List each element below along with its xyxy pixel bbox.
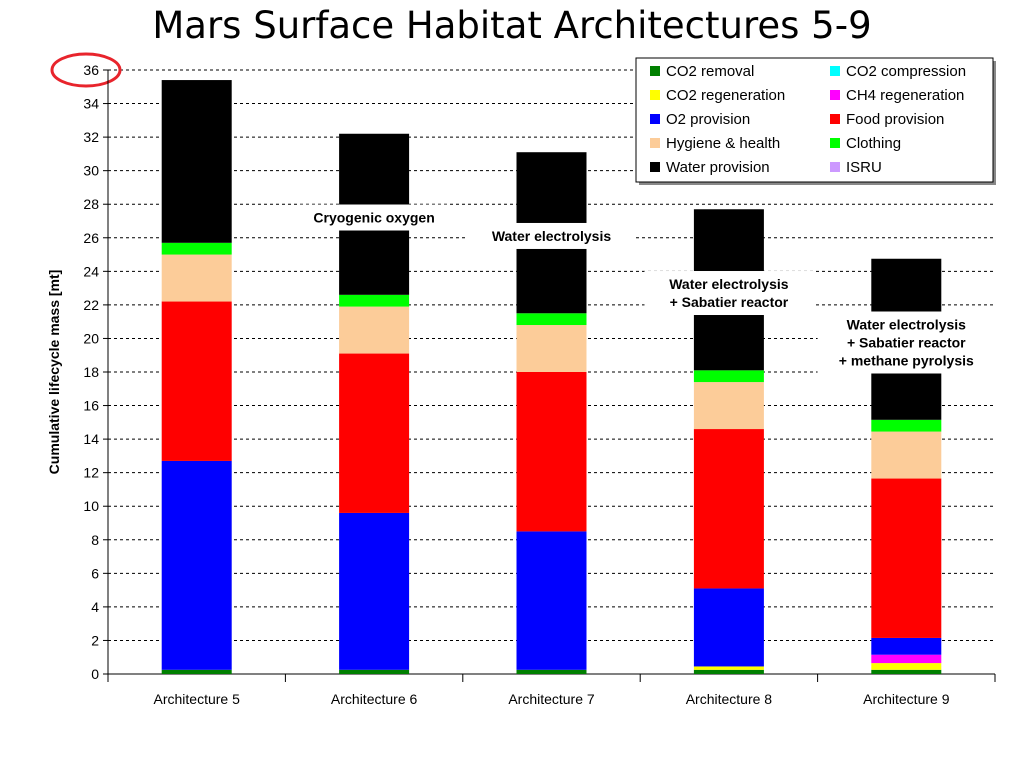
bar-segment bbox=[871, 637, 942, 655]
bar-segment bbox=[161, 669, 232, 674]
annotation-text: Water electrolysis bbox=[492, 228, 612, 244]
y-tick-label: 28 bbox=[83, 196, 99, 212]
y-tick-label: 34 bbox=[83, 96, 99, 112]
bar-segment bbox=[693, 588, 764, 667]
bar-segment bbox=[871, 663, 942, 670]
x-tick-label: Architecture 8 bbox=[686, 691, 773, 707]
y-tick-label: 20 bbox=[83, 330, 99, 346]
bar-segment bbox=[339, 669, 410, 674]
annotation-text: Cryogenic oxygen bbox=[313, 210, 434, 226]
bar-segment bbox=[871, 669, 942, 674]
annotation-box bbox=[298, 204, 450, 231]
y-tick-label: 22 bbox=[83, 297, 99, 313]
annotation-text: Water electrolysis bbox=[669, 276, 789, 292]
legend-label: Water provision bbox=[666, 159, 770, 176]
bar-segment bbox=[161, 80, 232, 243]
y-tick-label: 32 bbox=[83, 129, 99, 145]
legend-box bbox=[635, 57, 994, 183]
y-tick-label: 24 bbox=[83, 263, 99, 279]
legend-label: CH4 regeneration bbox=[846, 87, 964, 104]
y-tick-label: 0 bbox=[91, 666, 99, 682]
bar-segment bbox=[871, 431, 942, 479]
bar-segment bbox=[516, 372, 587, 532]
slide-title: Mars Surface Habitat Architectures 5-9 bbox=[152, 4, 872, 47]
axes: 024681012141618202224262830323436Cumulat… bbox=[46, 52, 996, 707]
bar-segment bbox=[161, 254, 232, 302]
bar-segment bbox=[516, 313, 587, 326]
y-tick-label: 30 bbox=[83, 163, 99, 179]
x-tick-label: Architecture 5 bbox=[154, 691, 241, 707]
y-tick-label: 36 bbox=[83, 62, 99, 78]
bar-segment bbox=[693, 429, 764, 589]
bar-segment bbox=[693, 666, 764, 670]
bar-segment bbox=[161, 460, 232, 670]
legend-label: ISRU bbox=[846, 159, 882, 176]
y-tick-label: 4 bbox=[91, 599, 99, 615]
legend-label: O2 provision bbox=[666, 111, 750, 128]
bar-segment bbox=[693, 370, 764, 383]
y-tick-label: 12 bbox=[83, 465, 99, 481]
bars bbox=[161, 80, 942, 674]
y-tick-label: 18 bbox=[83, 364, 99, 380]
y-tick-label: 16 bbox=[83, 398, 99, 414]
legend-label: CO2 regeneration bbox=[666, 87, 785, 104]
y-tick-label: 14 bbox=[83, 431, 99, 447]
bar-segment bbox=[161, 242, 232, 255]
legend-swatch bbox=[650, 162, 660, 172]
bar-segment bbox=[871, 478, 942, 638]
bar-segment bbox=[339, 294, 410, 307]
bar-segment bbox=[693, 382, 764, 430]
bar-segment bbox=[516, 669, 587, 674]
annotation-box bbox=[467, 222, 636, 249]
x-tick-label: Architecture 7 bbox=[508, 691, 595, 707]
legend-swatch bbox=[830, 114, 840, 124]
y-tick-label: 2 bbox=[91, 632, 99, 648]
legend-swatch bbox=[830, 162, 840, 172]
y-tick-label: 6 bbox=[91, 565, 99, 581]
x-tick-label: Architecture 9 bbox=[863, 691, 950, 707]
annotations: Cryogenic oxygen Water electrolysis Water … bbox=[298, 204, 995, 374]
legend-swatch bbox=[650, 114, 660, 124]
bar-segment bbox=[516, 531, 587, 670]
bar-segment bbox=[871, 419, 942, 432]
legend: CO2 removal CO2 compression CO2 regenerati… bbox=[635, 57, 996, 185]
annotation-text: Water electrolysis bbox=[847, 317, 967, 333]
highlight-circle bbox=[50, 52, 122, 88]
legend-swatch bbox=[830, 66, 840, 76]
y-tick-label: 10 bbox=[83, 498, 99, 514]
annotation-text: + methane pyrolysis bbox=[839, 353, 974, 369]
legend-swatch bbox=[650, 138, 660, 148]
legend-label: Food provision bbox=[846, 111, 944, 128]
legend-swatch bbox=[650, 66, 660, 76]
bar-segment bbox=[516, 325, 587, 372]
bar-segment bbox=[871, 654, 942, 664]
legend-label: Clothing bbox=[846, 135, 901, 152]
bar-segment bbox=[339, 306, 410, 354]
legend-label: Hygiene & health bbox=[666, 135, 780, 152]
y-tick-label: 26 bbox=[83, 230, 99, 246]
annotation-box bbox=[644, 271, 814, 316]
legend-label: CO2 removal bbox=[666, 63, 754, 80]
annotation-text: + Sabatier reactor bbox=[670, 294, 789, 310]
y-axis-label: Cumulative lifecycle mass [mt] bbox=[46, 270, 62, 475]
x-tick-label: Architecture 6 bbox=[331, 691, 418, 707]
annotation-text: + Sabatier reactor bbox=[847, 335, 966, 351]
legend-label: CO2 compression bbox=[846, 63, 966, 80]
annotation-box bbox=[817, 311, 995, 374]
bar-segment bbox=[161, 301, 232, 461]
bar-segment bbox=[339, 512, 410, 670]
bar-segment bbox=[339, 353, 410, 513]
bar-segment bbox=[693, 669, 764, 674]
legend-swatch bbox=[830, 90, 840, 100]
legend-swatch bbox=[830, 138, 840, 148]
y-tick-label: 8 bbox=[91, 532, 99, 548]
legend-swatch bbox=[650, 90, 660, 100]
